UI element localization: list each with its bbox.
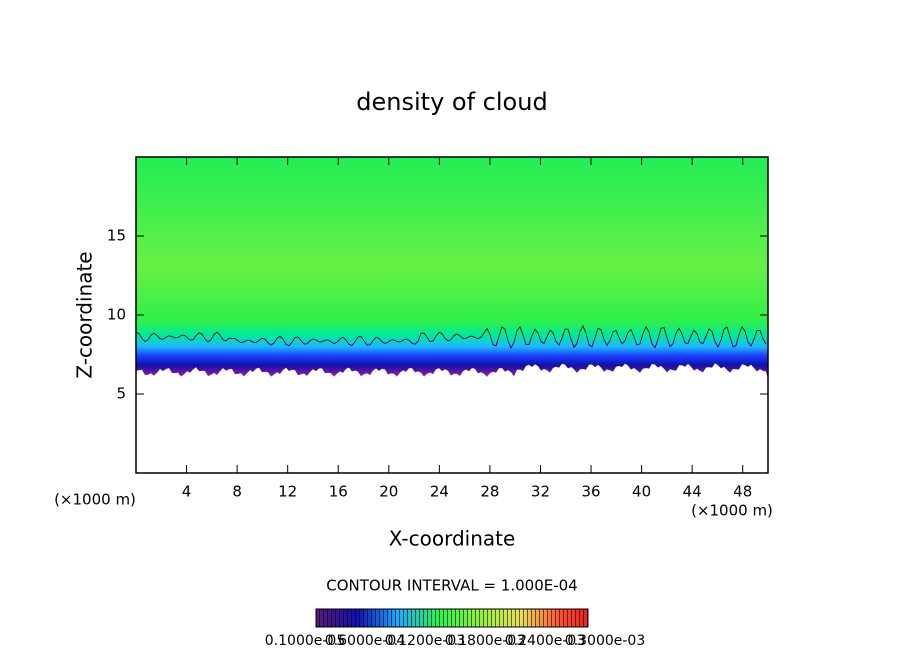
x-axis-label: X-coordinate — [389, 527, 516, 551]
colorbar-label: 0.1000e-05 — [265, 633, 345, 649]
colorbar-label: 0.1800e-03 — [445, 633, 525, 649]
colorbar-label: 0.3000e-03 — [565, 633, 645, 649]
x-tick-label: 48 — [733, 483, 752, 501]
y-tick-label: 5 — [116, 385, 126, 403]
colorbar-label: 0.2400e-03 — [505, 633, 585, 649]
y-unit: (×1000 m) — [54, 491, 136, 509]
x-tick-label: 24 — [430, 483, 449, 501]
x-tick-label: 28 — [480, 483, 499, 501]
cloud-base — [136, 363, 768, 380]
colorbar-label: 0.1200e-03 — [385, 633, 465, 649]
contour-line — [135, 325, 767, 349]
y-tick-label: 10 — [107, 306, 126, 324]
x-tick-label: 4 — [182, 483, 192, 501]
x-tick-label: 44 — [683, 483, 702, 501]
x-unit: (×1000 m) — [691, 502, 773, 520]
x-tick-label: 8 — [232, 483, 242, 501]
x-tick-label: 20 — [379, 483, 398, 501]
contour-field — [136, 157, 768, 473]
chart-title: density of cloud — [356, 88, 547, 116]
y-tick-label: 15 — [107, 227, 126, 245]
colorbar-label: 0.6000e-04 — [325, 633, 406, 649]
x-tick-label: 40 — [632, 483, 651, 501]
x-tick-label: 12 — [278, 483, 297, 501]
x-tick-label: 16 — [329, 483, 348, 501]
y-axis-label: Z-coordinate — [73, 251, 97, 378]
x-tick-label: 32 — [531, 483, 550, 501]
colorbar-stripes — [315, 608, 589, 628]
x-tick-label: 36 — [581, 483, 600, 501]
contour-interval: CONTOUR INTERVAL = 1.000E-04 — [326, 577, 577, 595]
